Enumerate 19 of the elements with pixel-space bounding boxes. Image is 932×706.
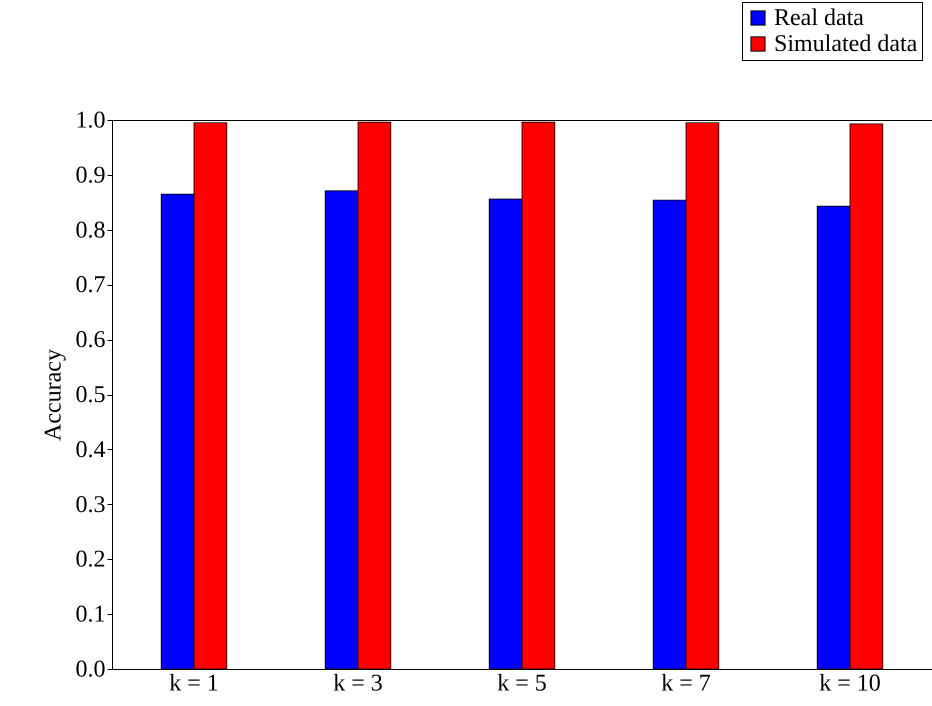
y-tick-label: 0.9: [76, 162, 106, 188]
x-tick-label: k = 10: [819, 670, 881, 696]
y-tick-label: 0.5: [76, 382, 106, 408]
y-tick-label: 0.1: [76, 602, 106, 628]
x-tick-label: k = 7: [661, 670, 711, 696]
y-tick-label: 0.3: [76, 492, 106, 518]
y-tick-label: 0.4: [76, 436, 106, 463]
y-tick-label: 0.2: [76, 546, 106, 573]
y-tick-label: 0.0: [76, 656, 106, 682]
x-tick-label: k = 3: [333, 670, 383, 696]
y-axis-title: Accuracy: [40, 349, 66, 441]
y-tick-label: 1.0: [76, 108, 106, 134]
y-tick-label: 0.8: [76, 217, 106, 244]
legend-label: Simulated data: [774, 31, 918, 57]
y-tick-label: 0.6: [76, 327, 106, 354]
x-tick-label: k = 1: [169, 670, 219, 696]
x-tick-label: k = 5: [497, 670, 547, 696]
legend-label: Real data: [774, 5, 864, 31]
y-tick-label: 0.7: [76, 272, 106, 298]
